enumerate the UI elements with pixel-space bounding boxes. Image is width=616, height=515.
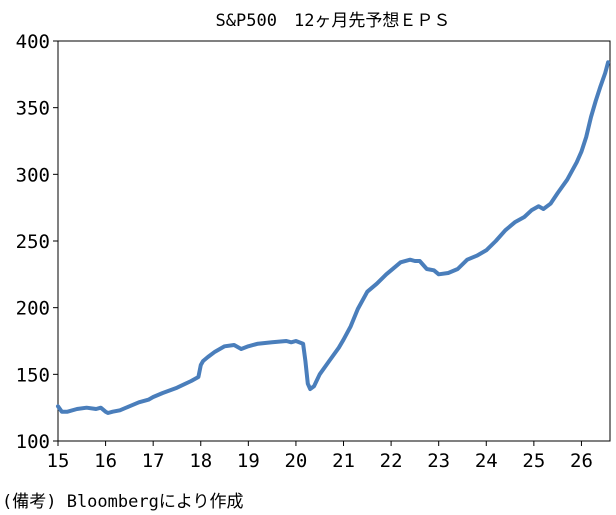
y-tick-label: 200 <box>16 298 50 320</box>
y-tick-label: 100 <box>16 431 50 453</box>
x-tick-label: 25 <box>522 450 545 472</box>
plot-frame <box>57 40 611 442</box>
x-tick-label: 23 <box>427 450 450 472</box>
series-layer <box>56 60 611 415</box>
x-tick-label: 22 <box>380 450 403 472</box>
y-tick-label: 350 <box>16 98 50 120</box>
x-tick-label: 17 <box>142 450 165 472</box>
source-note: (備考) Bloombergにより作成 <box>2 492 244 512</box>
x-tick-label: 26 <box>570 450 593 472</box>
chart-title: S&P500 12ヶ月先予想ＥＰＳ <box>216 11 451 31</box>
y-tick-label: 400 <box>16 31 50 53</box>
y-axis: 100 150 200 250 300 350 400 <box>16 31 58 453</box>
x-axis: 15 16 17 18 19 20 21 22 23 24 25 26 <box>47 441 593 472</box>
plot-area: 100 150 200 250 300 350 400 15 16 17 18 19 20 21 22 23… <box>16 31 611 472</box>
eps-series-line <box>56 60 611 415</box>
x-tick-label: 19 <box>237 450 260 472</box>
x-tick-label: 24 <box>475 450 498 472</box>
y-tick-label: 150 <box>16 364 50 386</box>
x-tick-label: 18 <box>189 450 212 472</box>
y-tick-label: 250 <box>16 231 50 253</box>
x-tick-label: 21 <box>332 450 355 472</box>
x-tick-label: 15 <box>47 450 70 472</box>
x-tick-label: 16 <box>94 450 117 472</box>
x-tick-label: 20 <box>284 450 307 472</box>
y-tick-label: 300 <box>16 164 50 186</box>
